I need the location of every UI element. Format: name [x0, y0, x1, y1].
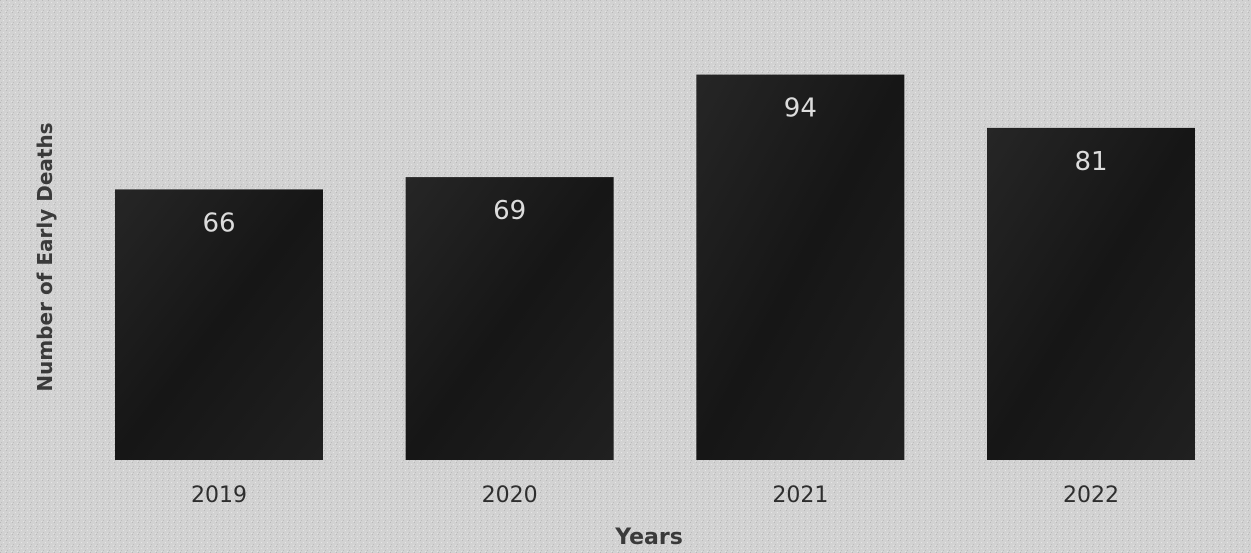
bars-group	[115, 74, 1195, 461]
bar-2019	[115, 189, 323, 460]
bar-2020	[405, 177, 614, 460]
data-label-2022: 81	[1074, 147, 1107, 177]
y-axis-label: Number of Early Deaths	[33, 122, 57, 391]
x-tick-label-2020: 2020	[482, 483, 538, 508]
x-tick-label-2022: 2022	[1063, 483, 1119, 508]
x-tick-labels-group: 2019 2020 2021 2022	[191, 483, 1119, 508]
data-label-2019: 66	[202, 208, 235, 238]
data-label-2020: 69	[493, 196, 526, 226]
x-axis-label: Years	[614, 525, 683, 550]
bar-2021	[696, 74, 905, 460]
x-tick-label-2021: 2021	[772, 483, 828, 508]
bar-2022	[987, 127, 1195, 461]
data-labels-group: 66 69 94 81	[202, 94, 1107, 239]
x-tick-label-2019: 2019	[191, 483, 247, 508]
data-label-2021: 94	[784, 94, 817, 124]
